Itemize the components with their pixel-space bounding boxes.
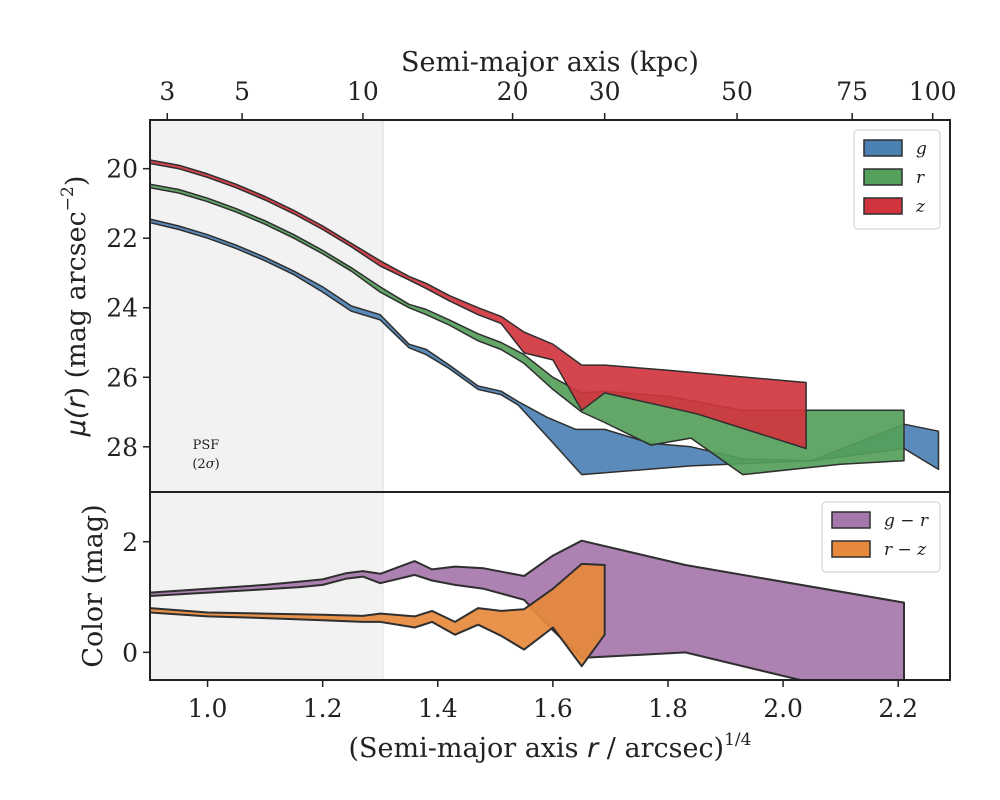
top-legend-swatch xyxy=(863,139,903,157)
band-gr xyxy=(150,539,905,680)
bottom-bands xyxy=(150,539,905,680)
bottom-frame xyxy=(149,491,951,681)
bottom-legend-swatch xyxy=(831,511,871,529)
top-legend-label: r xyxy=(916,168,925,188)
band-r xyxy=(150,183,905,476)
top-legend-label: g xyxy=(916,139,927,159)
top-legend-swatch xyxy=(863,168,903,186)
band-rz xyxy=(150,562,606,668)
kpc-tick-label-30: 30 xyxy=(589,77,621,106)
color-ytick-label-2: 2 xyxy=(122,528,138,557)
xtick-label-1.2: 1.2 xyxy=(303,694,343,723)
xtick-label-2.2: 2.2 xyxy=(878,694,918,723)
kpc-tick-label-10: 10 xyxy=(347,77,379,106)
xtick-label-1: 1.0 xyxy=(188,694,228,723)
ytick-label-26: 26 xyxy=(106,363,138,392)
kpc-tick-label-5: 5 xyxy=(234,77,250,106)
bottom-legend-label: r − z xyxy=(884,540,927,560)
band-z xyxy=(150,159,807,450)
y-axis-title-bottom: Color (mag) xyxy=(78,504,109,667)
x-axis-title: (Semi-major axis r / arcsec)1/4 xyxy=(349,730,752,764)
bottom-legend-label: g − r xyxy=(884,511,929,531)
xtick-label-2: 2.0 xyxy=(763,694,803,723)
color-profile-panel: 0 2 1.0 1.2 1.4 1.6 1.8 2.0 2.2 g − r r − z xyxy=(122,491,951,723)
kpc-tick-label-75: 75 xyxy=(836,77,868,106)
ytick-label-22: 22 xyxy=(106,224,138,253)
bottom-legend-swatch xyxy=(831,540,871,558)
top-legend-label: z xyxy=(915,197,926,217)
kpc-tick-label-100: 100 xyxy=(909,77,957,106)
color-ytick-label-0: 0 xyxy=(122,638,138,667)
axis-labels: Semi-major axis (kpc) (Semi-major axis r … xyxy=(58,47,751,764)
top-legend-swatch xyxy=(863,197,903,215)
kpc-tick-label-20: 20 xyxy=(497,77,529,106)
psf-label: PSF xyxy=(193,438,220,453)
ytick-label-24: 24 xyxy=(106,294,138,323)
y-axis-title-top: μ(r) (mag arcsec−2) xyxy=(58,176,92,438)
psf-sublabel: (2σ) xyxy=(192,457,219,472)
top-bands xyxy=(150,159,940,476)
xtick-label-1.6: 1.6 xyxy=(533,694,573,723)
ytick-label-28: 28 xyxy=(106,433,138,462)
top-axis-title: Semi-major axis (kpc) xyxy=(401,47,699,78)
xtick-label-1.4: 1.4 xyxy=(418,694,458,723)
kpc-tick-label-50: 50 xyxy=(721,77,753,106)
kpc-tick-label-3: 3 xyxy=(159,77,175,106)
ytick-label-20: 20 xyxy=(106,155,138,184)
xtick-label-1.8: 1.8 xyxy=(648,694,688,723)
